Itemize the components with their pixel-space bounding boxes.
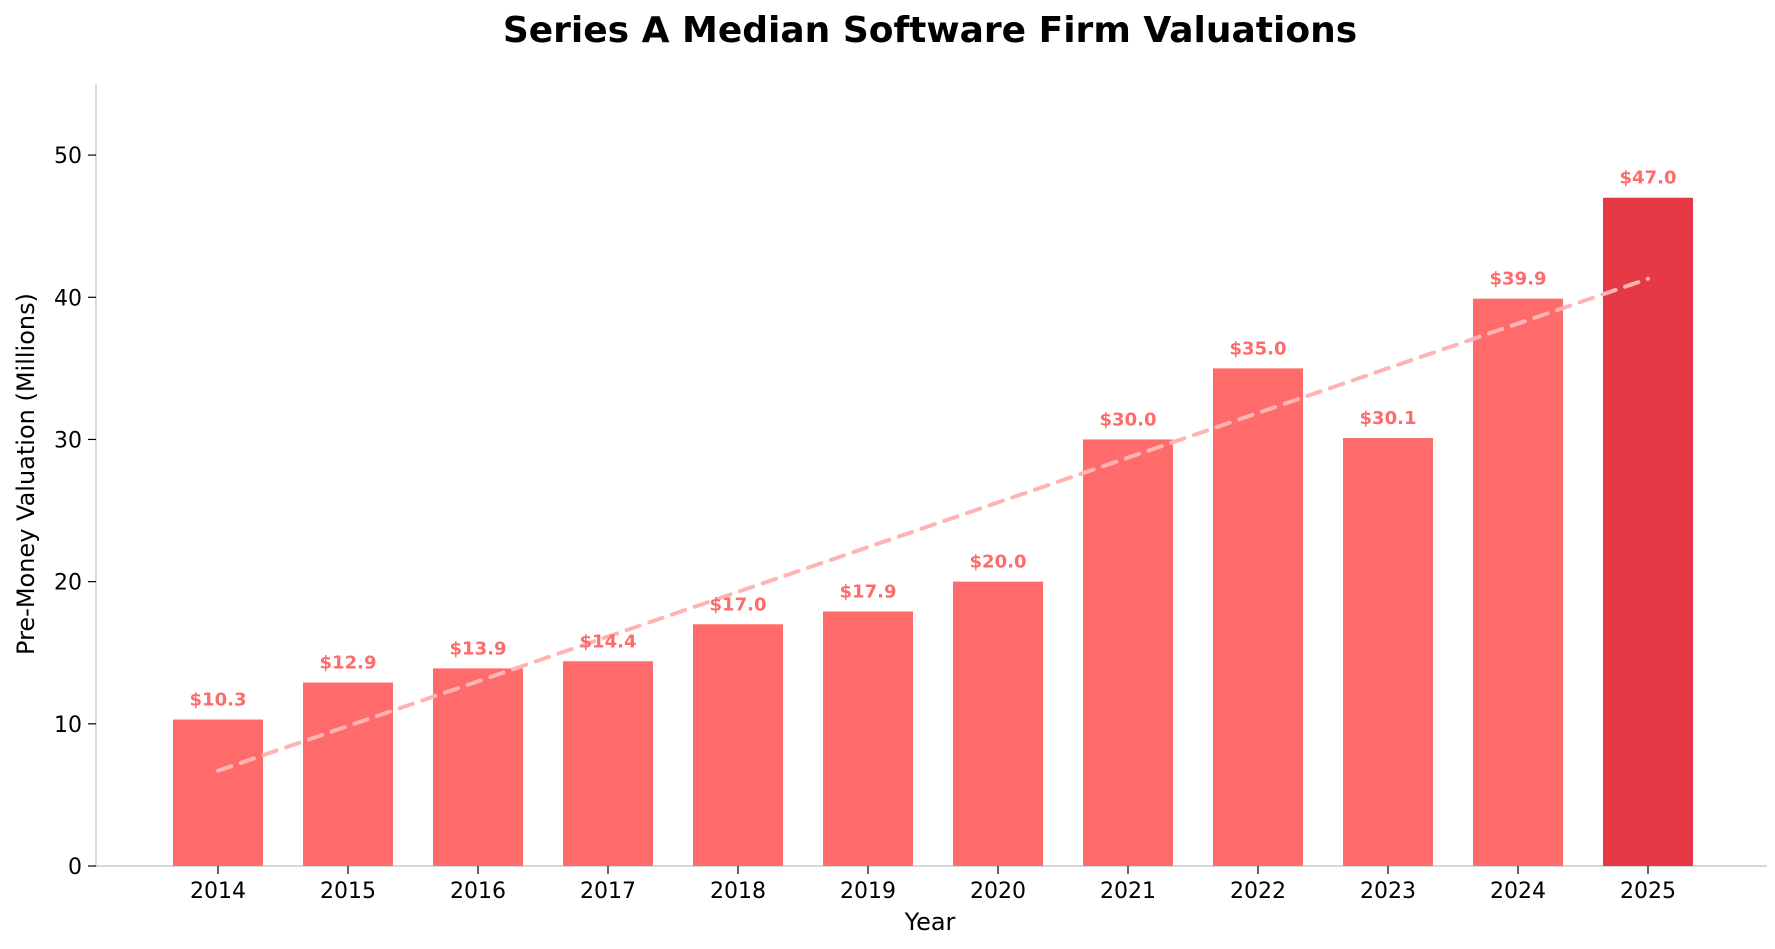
y-tick-label: 0 (68, 855, 82, 880)
x-tick-label: 2020 (970, 879, 1026, 904)
data-labels-group: $10.3 $12.9 $13.9 $14.4 $17.0 $17.9 $20.0 $30.0… (190, 168, 1677, 711)
data-label: $30.1 (1360, 408, 1417, 429)
bar (1343, 438, 1433, 866)
bar (823, 611, 913, 866)
y-tick-label: 30 (54, 428, 82, 453)
data-label: $17.0 (710, 594, 767, 615)
y-tick-label: 50 (54, 144, 82, 169)
data-label: $20.0 (970, 552, 1027, 573)
bar (1603, 197, 1693, 866)
bar (303, 682, 393, 866)
x-tick-label: 2023 (1360, 879, 1416, 904)
x-tick-label: 2014 (190, 879, 246, 904)
chart-title: Series A Median Software Firm Valuations (503, 10, 1357, 51)
trendline (216, 276, 1650, 773)
x-tick-label: 2017 (580, 879, 636, 904)
x-tick-label: 2021 (1100, 879, 1156, 904)
x-tick-label: 2022 (1230, 879, 1286, 904)
data-label: $47.0 (1620, 168, 1677, 189)
bar (1083, 439, 1173, 866)
y-axis-label: Pre-Money Valuation (Millions) (12, 293, 40, 655)
data-label: $12.9 (320, 653, 377, 674)
x-tick-label: 2016 (450, 879, 506, 904)
x-axis-label: Year (904, 908, 956, 936)
x-tick-label: 2024 (1490, 879, 1546, 904)
data-label: $14.4 (580, 631, 637, 652)
bar (563, 661, 653, 866)
bar (173, 719, 263, 866)
y-tick-label: 20 (54, 571, 82, 596)
bar (953, 581, 1043, 866)
bars-group (173, 197, 1693, 866)
y-axis: 0 10 20 30 40 50 (54, 84, 97, 880)
x-tick-label: 2015 (320, 879, 376, 904)
bar (1473, 298, 1563, 866)
data-label: $39.9 (1490, 269, 1547, 290)
data-label: $10.3 (190, 690, 247, 711)
y-tick-label: 40 (54, 286, 82, 311)
bar (693, 624, 783, 866)
y-tick-label: 10 (54, 713, 82, 738)
data-label: $17.9 (840, 581, 897, 602)
bar (1213, 368, 1303, 866)
x-tick-label: 2025 (1620, 879, 1676, 904)
x-tick-label: 2019 (840, 879, 896, 904)
x-axis: 2014 2015 2016 2017 2018 2019 2020 2021 2022 2023… (96, 865, 1767, 904)
bar (433, 668, 523, 866)
x-tick-label: 2018 (710, 879, 766, 904)
data-label: $35.0 (1230, 338, 1287, 359)
data-label: $13.9 (450, 638, 507, 659)
data-label: $30.0 (1100, 409, 1157, 430)
trendline-group (216, 276, 1650, 773)
